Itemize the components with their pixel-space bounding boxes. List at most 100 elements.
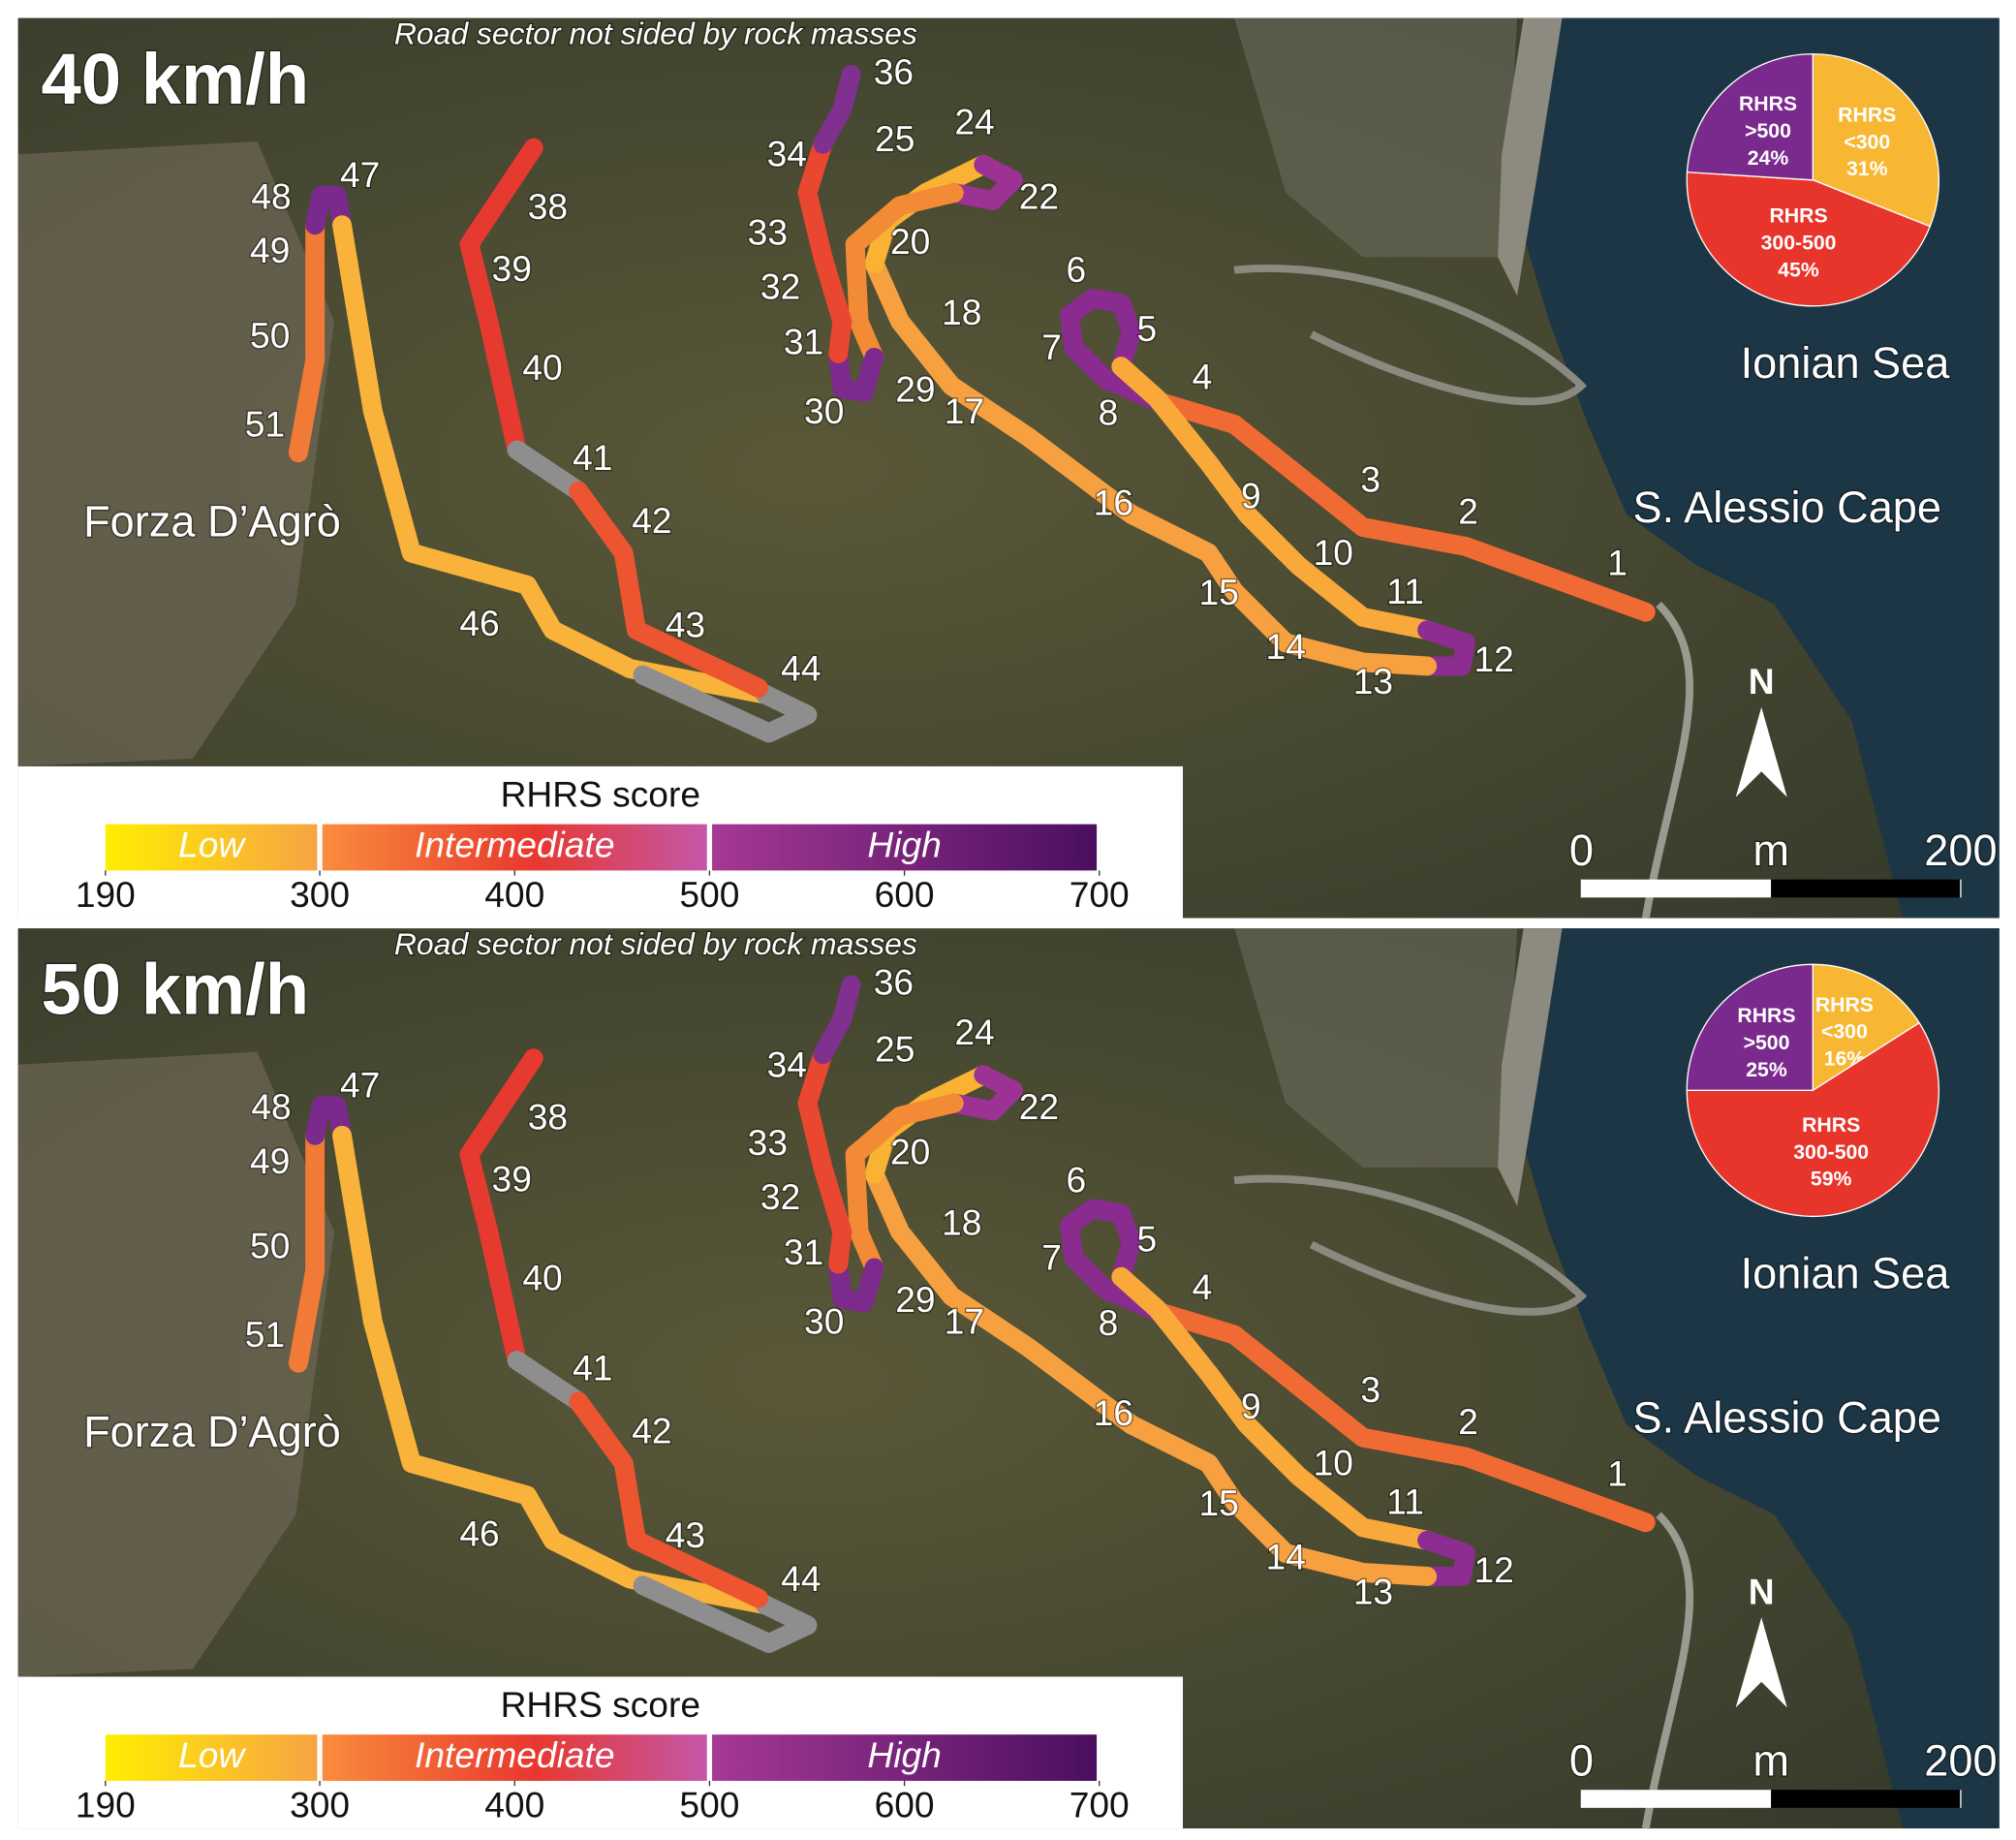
road-segment — [332, 1125, 775, 1615]
segment-label: 38 — [528, 1097, 568, 1138]
scale-bar-black — [1771, 879, 1961, 898]
road-segment — [305, 185, 352, 235]
coastal-road — [1641, 601, 1694, 920]
pie-label: RHRS — [1769, 205, 1827, 228]
colorbar-class — [712, 1734, 1098, 1781]
segment-label: 18 — [942, 1201, 981, 1242]
road-segment — [459, 138, 543, 460]
road-segment — [845, 183, 964, 367]
scale-unit: m — [1752, 826, 1789, 875]
segment-label: 36 — [874, 51, 914, 92]
pie-slice — [1686, 1021, 1940, 1218]
road-segment — [1147, 391, 1656, 622]
segment-label: 22 — [1019, 176, 1059, 217]
pie-slice — [1686, 53, 1814, 181]
road-segment — [828, 343, 884, 402]
segment-label: 20 — [890, 1131, 930, 1171]
pie-label: RHRS — [1737, 1005, 1795, 1027]
segment-label: 15 — [1198, 572, 1238, 612]
segment-label: 42 — [632, 1410, 671, 1450]
place-name: Ionian Sea — [1741, 1249, 1951, 1298]
legend-title: RHRS score — [501, 1684, 700, 1725]
mountain-road — [1233, 265, 1588, 406]
north-arrow-letter: N — [1749, 661, 1775, 702]
pie-label: RHRS — [1802, 1114, 1860, 1137]
road-segment — [1111, 357, 1438, 640]
segment-label: 16 — [1094, 482, 1133, 522]
scale-tick-label: 200 — [1924, 1736, 1997, 1786]
segment-label: 41 — [573, 437, 612, 478]
pie-value-label: 45% — [1778, 259, 1819, 281]
panel-title: 40 km/h — [41, 39, 309, 119]
colorbar-tick-label: 300 — [290, 874, 350, 915]
segment-label: 42 — [632, 500, 671, 541]
panel-title: 50 km/h — [41, 950, 309, 1030]
colorbar-tick-label: 600 — [875, 1785, 935, 1825]
road-segment — [305, 1096, 352, 1145]
segment-label: 50 — [250, 1225, 290, 1265]
segment-label: 44 — [781, 648, 821, 689]
segment-label: 6 — [1067, 249, 1087, 290]
beach — [1498, 928, 1563, 1206]
segment-label: 22 — [1019, 1086, 1059, 1127]
colorbar-class — [712, 824, 1098, 871]
colorbar-tick-label: 600 — [875, 874, 935, 915]
road-segment — [797, 1045, 853, 1274]
segment-label: 34 — [767, 1044, 807, 1084]
pie-value-label: 25% — [1746, 1059, 1787, 1081]
segment-label: 44 — [781, 1558, 821, 1599]
colorbar-class — [105, 824, 318, 871]
scale-bar-white — [1581, 879, 1772, 898]
scale-bar-black — [1771, 1790, 1961, 1808]
segment-label: 7 — [1041, 327, 1062, 367]
segment-label: 1 — [1607, 543, 1628, 583]
road-segment — [813, 975, 861, 1065]
segment-label: 38 — [528, 186, 568, 227]
colorbar-tick-label: 700 — [1070, 874, 1130, 915]
legend-class-label: Low — [178, 824, 246, 864]
segment-label: 33 — [748, 1122, 788, 1163]
segment-label: 39 — [492, 248, 532, 289]
segment-label: 15 — [1198, 1482, 1238, 1523]
pie-label: >500 — [1744, 1032, 1790, 1054]
road-segment — [569, 481, 768, 698]
segment-label: 34 — [767, 134, 807, 174]
map-panel: 40 km/h Road sector not sided by rock mas… — [17, 15, 2000, 920]
road-segment — [1060, 1199, 1167, 1322]
road-segment — [459, 1048, 543, 1370]
colorbar-tick-label: 400 — [484, 874, 544, 915]
segment-label: 40 — [522, 1258, 562, 1298]
segment-label: 47 — [340, 154, 380, 195]
scale-tick-label: 0 — [1569, 1736, 1594, 1786]
segment-label: 49 — [250, 230, 290, 270]
segment-label: 3 — [1360, 1369, 1380, 1410]
town-area — [1234, 17, 1518, 258]
segment-label: 39 — [492, 1158, 532, 1199]
segment-label: 12 — [1474, 1549, 1514, 1590]
segment-label: 46 — [459, 1513, 499, 1554]
segment-label: 48 — [251, 176, 291, 217]
map-panel: 50 km/h Road sector not sided by rock mas… — [17, 925, 2000, 1829]
colorbar-class — [322, 824, 707, 871]
segment-label: 29 — [895, 369, 935, 410]
pie-label: RHRS — [1838, 105, 1896, 127]
segment-label: 31 — [784, 321, 823, 361]
town-area — [17, 1051, 335, 1677]
road-segment — [633, 1575, 818, 1653]
segment-label: 43 — [666, 1514, 705, 1555]
segment-label: 10 — [1314, 1443, 1353, 1483]
road-segment — [1417, 620, 1475, 676]
scale-tick-label: 0 — [1569, 826, 1594, 875]
segment-label: 51 — [245, 1314, 285, 1355]
segment-label: 43 — [666, 604, 705, 644]
road-note: Road sector not sided by rock masses — [394, 926, 917, 961]
segment-label: 32 — [760, 1176, 800, 1217]
segment-label: 24 — [954, 102, 994, 142]
legend-title: RHRS score — [501, 774, 700, 815]
legend-class-label: High — [867, 1734, 941, 1775]
segment-label: 13 — [1353, 661, 1393, 702]
segment-label: 24 — [954, 1012, 994, 1052]
segment-label: 17 — [945, 390, 984, 431]
segment-label: 8 — [1099, 391, 1119, 432]
road-note: Road sector not sided by rock masses — [394, 16, 917, 51]
